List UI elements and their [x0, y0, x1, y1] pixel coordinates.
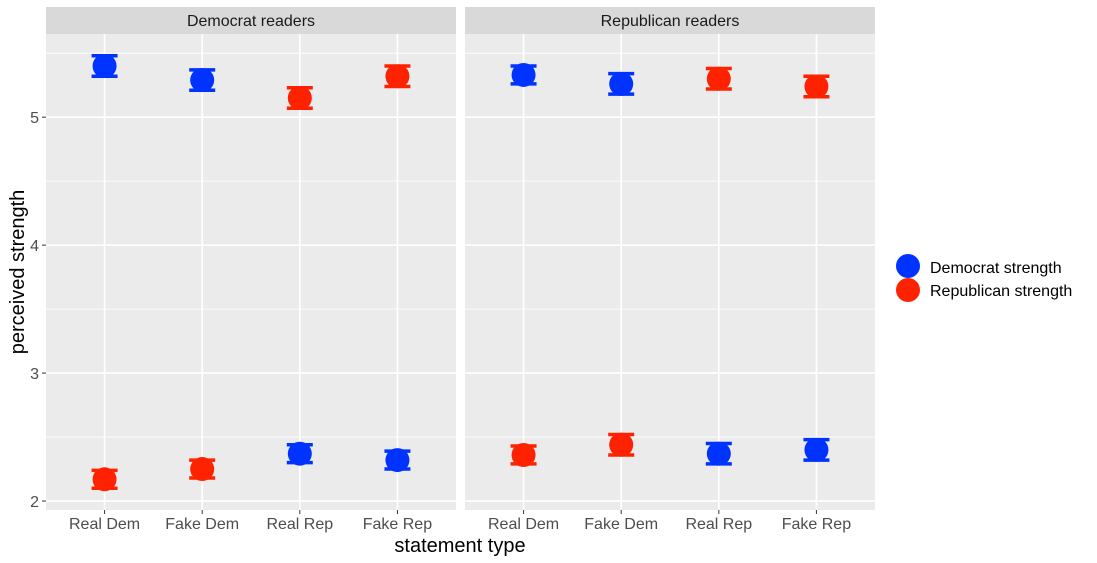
legend-label-democrat-strength: Democrat strength: [930, 260, 1062, 277]
x-axis-left: Real Dem Fake Dem Real Rep Fake Rep: [69, 510, 432, 533]
legend: Democrat strength Republican strength: [896, 254, 1072, 302]
x-tick-label: Real Dem: [488, 516, 559, 533]
point-republican-strength: [511, 442, 536, 467]
gridlines: [465, 34, 875, 510]
strip-title: Republican readers: [601, 13, 740, 30]
point-democrat-strength: [804, 437, 829, 462]
legend-label-republican-strength: Republican strength: [930, 283, 1072, 300]
points: [511, 62, 829, 467]
legend-key-republican-strength: [896, 278, 920, 302]
panel-democrat-readers: Democrat readers: [46, 7, 456, 510]
strip-background: [465, 7, 875, 34]
gridlines: [46, 34, 456, 510]
point-republican-strength: [190, 457, 215, 482]
point-democrat-strength: [706, 441, 731, 466]
y-tick-label: 5: [30, 110, 39, 127]
x-tick-label: Real Rep: [685, 516, 752, 533]
y-tick-label: 2: [30, 494, 39, 511]
panel-background: [46, 34, 456, 510]
point-democrat-strength: [287, 441, 312, 466]
panel-background: [465, 34, 875, 510]
point-republican-strength: [804, 74, 829, 99]
point-democrat-strength: [385, 448, 410, 473]
x-tick-label: Fake Dem: [584, 516, 658, 533]
x-tick-label: Fake Rep: [782, 516, 851, 533]
x-tick-label: Real Dem: [69, 516, 140, 533]
x-axis-right: Real Dem Fake Dem Real Rep Fake Rep: [488, 510, 851, 533]
point-democrat-strength: [511, 62, 536, 87]
points: [92, 53, 410, 492]
x-axis-title: statement type: [394, 535, 525, 557]
point-republican-strength: [609, 432, 634, 457]
y-axis: 2 3 4 5: [30, 110, 46, 511]
point-democrat-strength: [190, 68, 215, 93]
strip-background: [46, 7, 456, 34]
y-axis-title: perceived strength: [7, 190, 29, 355]
x-tick-label: Real Rep: [266, 516, 333, 533]
point-republican-strength: [385, 64, 410, 89]
point-democrat-strength: [92, 53, 117, 78]
point-democrat-strength: [609, 71, 634, 96]
y-tick-label: 4: [30, 238, 39, 255]
panel-republican-readers: Republican readers: [465, 7, 875, 510]
x-tick-label: Fake Dem: [165, 516, 239, 533]
strip-title: Democrat readers: [187, 13, 315, 30]
y-tick-label: 3: [30, 366, 39, 383]
point-republican-strength: [92, 467, 117, 492]
legend-key-democrat-strength: [896, 254, 920, 278]
point-republican-strength: [287, 85, 312, 110]
x-tick-label: Fake Rep: [363, 516, 432, 533]
point-republican-strength: [706, 66, 731, 91]
